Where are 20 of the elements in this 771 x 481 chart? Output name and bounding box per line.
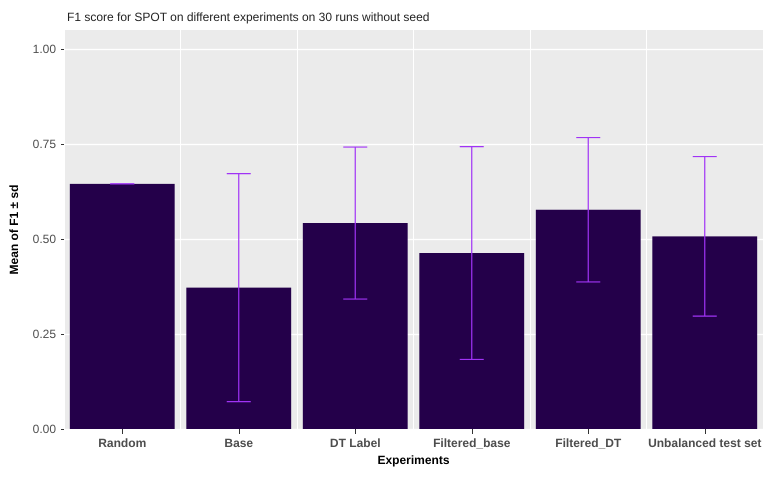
x-tick-label: Filtered_DT (555, 436, 622, 450)
bar (419, 253, 524, 429)
bar (652, 236, 758, 429)
bar (70, 184, 175, 429)
y-tick-label: 0.25 (32, 327, 56, 341)
y-tick-label: 0.50 (32, 232, 56, 246)
y-axis-title: Mean of F1 ± sd (7, 184, 21, 274)
bar (536, 210, 641, 429)
x-tick-label: Filtered_base (433, 436, 511, 450)
x-tick-label: Random (98, 436, 146, 450)
y-tick-label: 0.75 (32, 137, 56, 151)
x-tick-label: Unbalanced test set (648, 436, 762, 450)
bar (302, 223, 408, 429)
bar (186, 288, 292, 429)
chart-title: F1 score for SPOT on different experiments on 30 runs without seed (67, 10, 430, 24)
x-tick-label: DT Label (330, 436, 381, 450)
y-tick-label: 1.00 (32, 42, 56, 56)
y-tick-label: 0.00 (32, 422, 56, 436)
x-axis-title: Experiments (377, 452, 450, 467)
x-tick-label: Base (224, 436, 254, 450)
